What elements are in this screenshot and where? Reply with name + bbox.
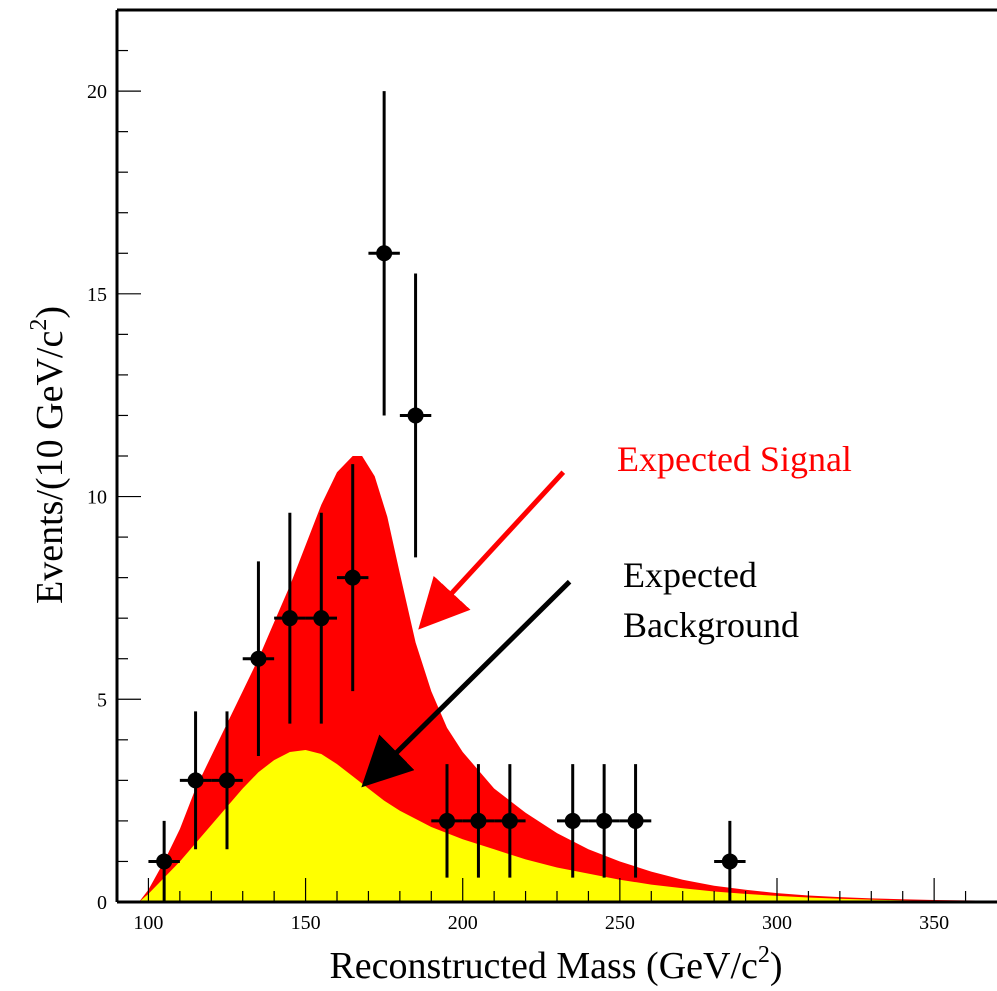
data-point <box>242 561 275 757</box>
x-tick-label: 250 <box>605 912 635 934</box>
data-marker <box>627 812 644 829</box>
x-tick-label: 300 <box>762 912 792 934</box>
y-axis-title: Events/(10 GeV/c2) <box>26 306 71 604</box>
data-point <box>148 820 180 902</box>
data-point <box>305 512 337 724</box>
expected-signal-label: Expected Signal <box>617 439 852 479</box>
data-point <box>431 764 463 878</box>
data-point <box>588 764 620 878</box>
y-tick-label: 20 <box>87 81 107 103</box>
data-point <box>274 512 306 724</box>
data-points <box>148 91 746 902</box>
x-tick-label: 200 <box>448 912 478 934</box>
data-marker <box>219 772 235 789</box>
data-point <box>494 764 526 878</box>
y-tick-label: 10 <box>87 487 107 509</box>
data-point <box>557 764 589 878</box>
data-point <box>399 273 432 558</box>
x-axis-title: Reconstructed Mass (GeV/c2) <box>329 942 782 987</box>
expected-background-label-line1: Expected <box>623 555 757 595</box>
data-marker <box>344 569 361 586</box>
data-point <box>619 764 652 878</box>
data-point <box>211 711 243 850</box>
data-marker <box>281 610 298 627</box>
y-tick-label: 5 <box>97 689 107 711</box>
data-point <box>714 820 746 902</box>
data-marker <box>156 853 173 870</box>
y-tick-labels: 0 5 10 15 20 <box>87 81 107 914</box>
data-marker <box>187 772 204 789</box>
data-marker <box>407 407 424 424</box>
plot-area <box>139 91 997 902</box>
expected-background-area <box>139 750 997 902</box>
data-marker <box>250 650 267 667</box>
data-marker <box>721 853 738 870</box>
y-tick-label: 15 <box>87 284 107 306</box>
data-point <box>462 764 495 878</box>
data-marker <box>313 610 330 627</box>
x-tick-label: 350 <box>919 912 949 934</box>
data-point <box>337 464 369 692</box>
expected-signal-arrow <box>418 470 566 630</box>
expected-background-arrow <box>361 579 572 788</box>
x-axis-ticks <box>147 878 967 902</box>
data-point <box>179 711 212 850</box>
data-marker <box>564 812 581 829</box>
x-tick-labels: 100 150 200 250 300 350 <box>133 912 949 934</box>
y-axis-ticks <box>117 9 141 903</box>
x-tick-label: 100 <box>133 912 163 934</box>
y-tick-label: 0 <box>97 892 107 914</box>
data-point <box>368 91 400 416</box>
data-marker <box>501 812 518 829</box>
data-marker <box>376 245 393 262</box>
expected-background-label-line2: Background <box>623 605 799 645</box>
x-tick-label: 150 <box>291 912 321 934</box>
data-marker <box>596 812 613 829</box>
data-marker <box>470 812 487 829</box>
data-marker <box>439 812 455 829</box>
